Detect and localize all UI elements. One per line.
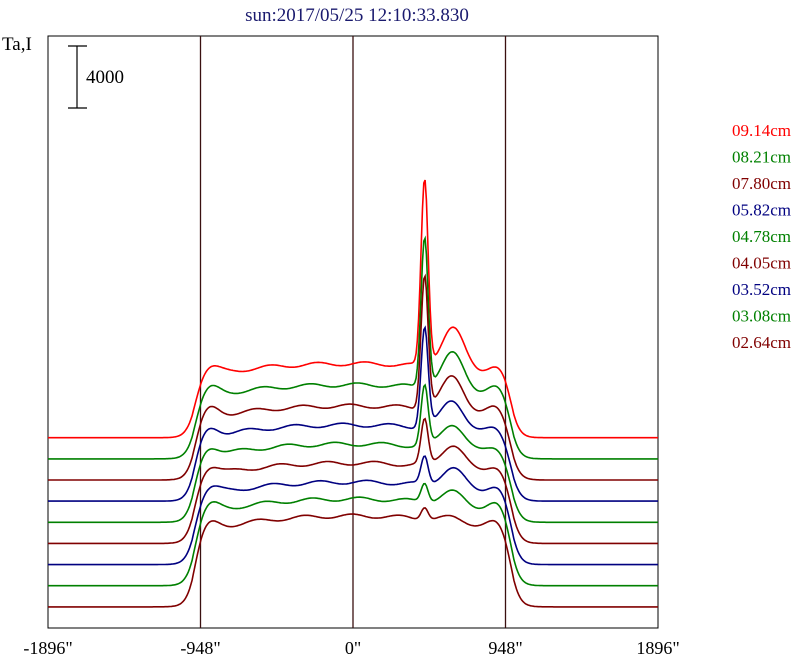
series-line-03-08cm	[48, 482, 658, 587]
legend-item: 05.82cm	[732, 201, 791, 220]
series-line-07-80cm	[48, 273, 658, 481]
x-tick-label: 1896"	[636, 638, 679, 658]
series-line-08-21cm	[48, 235, 658, 460]
series-lines	[48, 179, 658, 608]
scale-bar-label: 4000	[86, 67, 124, 88]
series-line-09-14cm	[48, 179, 658, 439]
scale-bar: 4000	[68, 45, 124, 109]
series-line-04-05cm	[48, 417, 658, 545]
x-tick-label: 948"	[488, 638, 522, 658]
legend-item: 09.14cm	[732, 121, 791, 140]
series-line-04-78cm	[48, 383, 658, 524]
legend: 09.14cm 08.21cm 07.80cm 05.82cm 04.78cm 04.05…	[732, 121, 791, 352]
legend-item: 03.52cm	[732, 280, 791, 299]
x-axis-ticks: -1896" -948" 0" 948" 1896"	[23, 638, 679, 658]
reference-lines	[199, 36, 507, 628]
series-line-05-82cm	[48, 325, 658, 502]
legend-item: 07.80cm	[732, 174, 791, 193]
legend-item: 08.21cm	[732, 148, 791, 167]
legend-item: 04.05cm	[732, 254, 791, 273]
legend-item: 03.08cm	[732, 307, 791, 326]
x-tick-label: 0"	[345, 638, 361, 658]
series-line-02-64cm	[48, 507, 658, 608]
chart-title: sun:2017/05/25 12:10:33.830	[245, 5, 469, 26]
y-axis-label: Ta,I	[2, 34, 32, 55]
series-line-03-52cm	[48, 455, 658, 566]
x-tick-label: -948"	[180, 638, 220, 658]
x-tick-label: -1896"	[23, 638, 72, 658]
legend-item: 02.64cm	[732, 333, 791, 352]
legend-item: 04.78cm	[732, 227, 791, 246]
